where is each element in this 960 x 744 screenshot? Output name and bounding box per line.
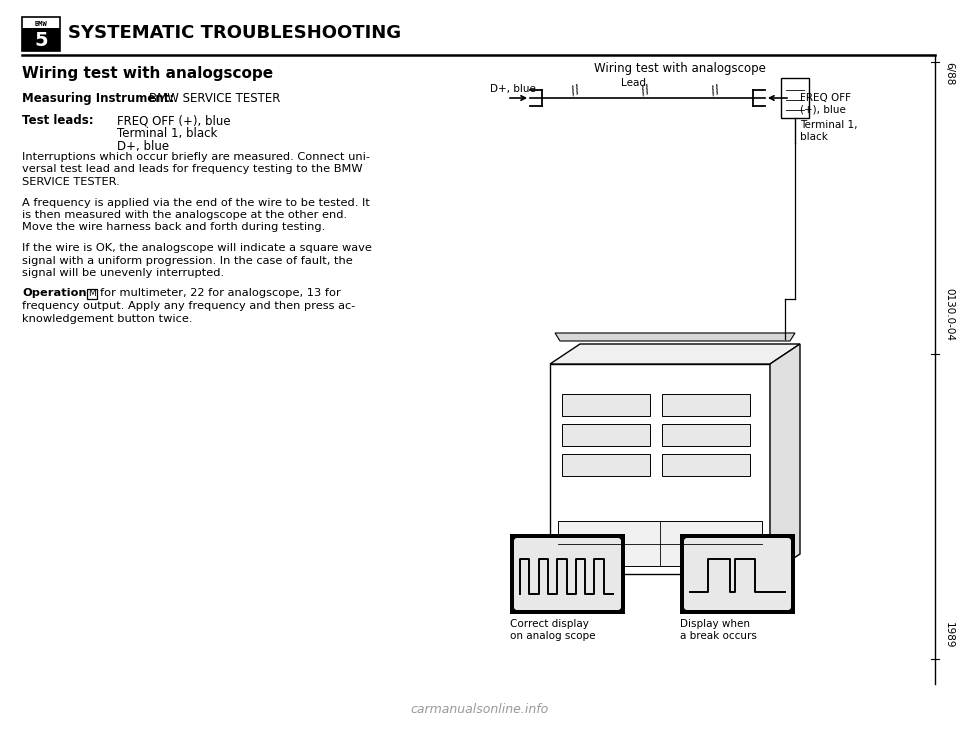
Polygon shape [770,344,800,574]
Bar [510,534,625,614]
Text: Operation:: Operation: [22,289,91,298]
Text: a break occurs: a break occurs [680,631,756,641]
Text: BMW: BMW [35,21,47,27]
Text: (+), blue: (+), blue [800,105,846,115]
Bar [662,454,750,476]
Bar [562,424,650,446]
Text: knowledgement button twice.: knowledgement button twice. [22,313,193,324]
Text: 5: 5 [35,31,48,50]
Text: M: M [88,289,96,298]
Text: 1989: 1989 [944,623,954,649]
Bar [662,394,750,416]
Text: Correct display: Correct display [510,619,588,629]
Circle shape [742,571,758,587]
Text: 6/88: 6/88 [944,62,954,86]
Bar [680,534,795,614]
Text: carmanualsonline.info: carmanualsonline.info [411,703,549,716]
Text: D+, blue: D+, blue [117,140,169,153]
Text: FREQ OFF: FREQ OFF [800,93,851,103]
Text: on analog scope: on analog scope [510,631,595,641]
Text: //: // [568,82,581,97]
Text: BMW SERVICE TESTER: BMW SERVICE TESTER [149,92,280,105]
Bar [22,17,60,51]
Text: SYSTEMATIC TROUBLESHOOTING: SYSTEMATIC TROUBLESHOOTING [68,24,401,42]
FancyBboxPatch shape [684,538,791,610]
Bar [562,394,650,416]
Text: Measuring Instrument:: Measuring Instrument: [22,92,175,105]
Bar [558,521,762,566]
Polygon shape [550,344,800,364]
Text: Interruptions which occur briefly are measured. Connect uni-: Interruptions which occur briefly are me… [22,152,370,162]
Text: signal will be unevenly interrupted.: signal will be unevenly interrupted. [22,268,224,278]
Bar [781,78,809,118]
Bar [87,289,97,299]
Text: Lead: Lead [621,78,646,88]
Circle shape [562,571,578,587]
Text: is then measured with the analogscope at the other end.: is then measured with the analogscope at… [22,210,348,220]
Text: Wiring test with analogscope: Wiring test with analogscope [594,62,766,75]
Bar [562,454,650,476]
Text: D+, blue: D+, blue [490,84,536,94]
Text: //: // [708,82,721,97]
Text: frequency output. Apply any frequency and then press ac-: frequency output. Apply any frequency an… [22,301,355,311]
Bar [22,28,60,51]
Text: A frequency is applied via the end of the wire to be tested. It: A frequency is applied via the end of th… [22,197,370,208]
Text: signal with a uniform progression. In the case of fault, the: signal with a uniform progression. In th… [22,255,352,266]
Text: //: // [638,82,651,97]
Polygon shape [555,333,795,341]
Text: SERVICE TESTER.: SERVICE TESTER. [22,177,120,187]
Text: Display when: Display when [680,619,750,629]
Text: black: black [800,132,828,142]
Text: Test leads:: Test leads: [22,114,94,127]
Text: versal test lead and leads for frequency testing to the BMW: versal test lead and leads for frequency… [22,164,363,175]
FancyBboxPatch shape [514,538,621,610]
Text: 0130.0-04: 0130.0-04 [944,287,954,341]
Text: FREQ OFF (+), blue: FREQ OFF (+), blue [117,114,230,127]
Text: If the wire is OK, the analogscope will indicate a square wave: If the wire is OK, the analogscope will … [22,243,372,253]
Text: Terminal 1, black: Terminal 1, black [117,127,217,140]
Bar [662,424,750,446]
Text: for multimeter, 22 for analogscope, 13 for: for multimeter, 22 for analogscope, 13 f… [100,289,341,298]
Text: Move the wire harness back and forth during testing.: Move the wire harness back and forth dur… [22,222,325,232]
Text: Terminal 1,: Terminal 1, [800,120,857,130]
Bar [550,364,770,574]
Text: Wiring test with analogscope: Wiring test with analogscope [22,66,274,81]
